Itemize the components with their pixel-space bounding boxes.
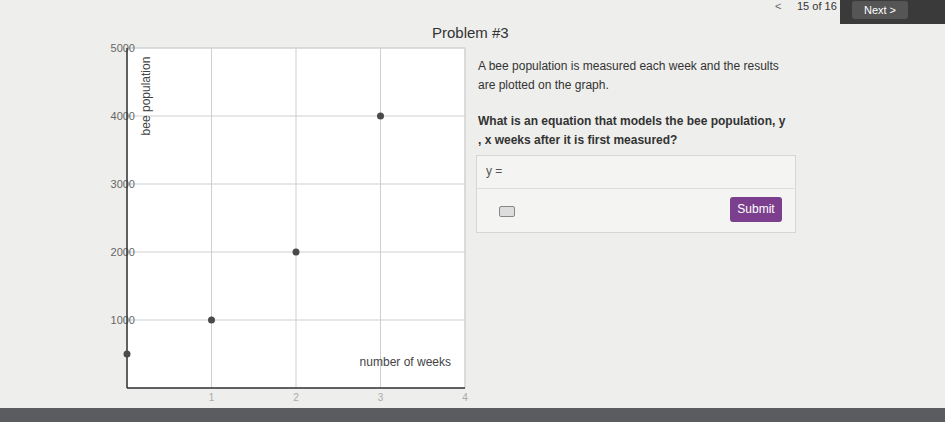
x-tick-label: 4	[462, 392, 468, 403]
x-tick-label: 1	[209, 392, 215, 403]
answer-prefix: y =	[486, 164, 502, 178]
grid-line	[296, 48, 297, 388]
x-tick-label: 2	[293, 392, 299, 403]
y-axis-label: bee population	[139, 57, 153, 136]
progress: 15 of 16	[797, 0, 837, 12]
y-tick-label: 1000	[111, 314, 135, 326]
data-point	[293, 249, 300, 256]
data-point	[124, 351, 131, 358]
plot-area	[127, 48, 465, 388]
bottom-bar	[0, 408, 945, 422]
keyboard-icon[interactable]	[499, 206, 515, 217]
y-axis	[126, 48, 128, 388]
answer-input[interactable]	[476, 188, 794, 189]
grid-line	[380, 48, 381, 388]
x-tick-label: 3	[378, 392, 384, 403]
y-tick-label: 2000	[111, 246, 135, 258]
data-point	[208, 317, 215, 324]
chart: 1000 2000 3000 4000 5000 1 2 3 4 bee population nu…	[0, 0, 945, 422]
back-button[interactable]: <	[775, 0, 781, 12]
y-tick-label: 3000	[111, 178, 135, 190]
y-tick-label: 4000	[111, 110, 135, 122]
y-tick-label: 5000	[111, 42, 135, 54]
x-axis	[127, 387, 465, 389]
question: What is an equation that models the bee …	[478, 112, 788, 150]
grid-line	[465, 48, 466, 388]
submit-button[interactable]: Submit	[730, 197, 782, 222]
marks	[124, 113, 385, 358]
prompt: A bee population is measured each week a…	[478, 57, 788, 95]
data-point	[377, 113, 384, 120]
grid-line	[211, 48, 212, 388]
next-button[interactable]: Next >	[852, 1, 908, 19]
heading: Problem #3	[432, 24, 509, 41]
x-axis-label: number of weeks	[360, 355, 451, 369]
